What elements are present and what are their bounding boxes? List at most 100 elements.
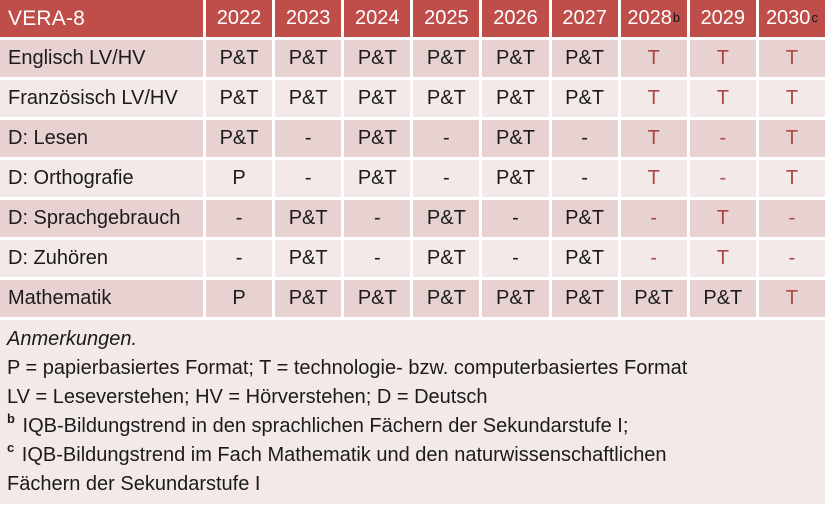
column-year-label: 2030 xyxy=(765,7,811,29)
table-cell: T xyxy=(620,160,687,197)
table-cell: - xyxy=(758,240,825,277)
table-cell: - xyxy=(413,120,480,157)
table-cell: T xyxy=(620,80,687,117)
column-year-label: 2029 xyxy=(700,7,746,29)
column-year-label: 2022 xyxy=(216,7,262,29)
notes-lines: P = papierbasiertes Format; T = technolo… xyxy=(7,354,813,499)
table-cell: T xyxy=(620,40,687,77)
column-header: 2030 c xyxy=(758,0,825,37)
table-cell: P&T xyxy=(551,200,618,237)
table-cell: T xyxy=(689,40,756,77)
table-cell: P&T xyxy=(551,40,618,77)
column-header: 2029 xyxy=(689,0,756,37)
table-cell: - xyxy=(551,160,618,197)
table-cell: - xyxy=(689,160,756,197)
table-title-cell: VERA-8 xyxy=(0,0,203,37)
column-header: 2025 xyxy=(413,0,480,37)
table-cell: - xyxy=(206,240,273,277)
table-cell: P&T xyxy=(275,80,342,117)
table-cell: P&T xyxy=(344,160,411,197)
table-cell: P&T xyxy=(344,80,411,117)
note-line: b IQB-Bildungstrend in den sprachlichen … xyxy=(7,411,629,437)
footnote-marker: c xyxy=(7,440,15,456)
column-header: 2023 xyxy=(275,0,342,37)
table-cell: P&T xyxy=(551,280,618,317)
table-cell: P&T xyxy=(413,40,480,77)
table-cell: P&T xyxy=(413,200,480,237)
table-cell: P xyxy=(206,160,273,197)
table-cell: P&T xyxy=(413,240,480,277)
table-cell: - xyxy=(758,200,825,237)
table-cell: P&T xyxy=(413,280,480,317)
footnote-marker: b xyxy=(7,411,15,427)
table-cell: P&T xyxy=(482,40,549,77)
table-cell: T xyxy=(689,80,756,117)
table-cell: P&T xyxy=(551,240,618,277)
table-cell: P&T xyxy=(482,280,549,317)
table-cell: P&T xyxy=(620,280,687,317)
column-year-label: 2023 xyxy=(285,7,331,29)
table-cell: P&T xyxy=(551,80,618,117)
table-cell: - xyxy=(344,240,411,277)
column-header: 2027 xyxy=(551,0,618,37)
table-cell: - xyxy=(413,160,480,197)
note-line: Fächern der Sekundarstufe I xyxy=(7,473,261,495)
column-year-label: 2027 xyxy=(562,7,607,29)
table-cell: P&T xyxy=(275,280,342,317)
note-line: P = papierbasiertes Format; T = technolo… xyxy=(7,357,688,379)
column-year-label: 2028 xyxy=(627,7,672,29)
table-cell: - xyxy=(275,160,342,197)
table-cell: - xyxy=(551,120,618,157)
table-cell: T xyxy=(758,120,825,157)
table-cell: P&T xyxy=(275,240,342,277)
table-cell: P&T xyxy=(482,160,549,197)
table-cell: P&T xyxy=(689,280,756,317)
row-label: Englisch LV/HV xyxy=(0,40,203,77)
table-cell: P&T xyxy=(344,40,411,77)
table-cell: T xyxy=(758,160,825,197)
table-cell: P&T xyxy=(275,200,342,237)
table-cell: T xyxy=(758,80,825,117)
table-cell: - xyxy=(482,200,549,237)
column-year-label: 2024 xyxy=(355,7,400,29)
row-label: D: Orthografie xyxy=(0,160,203,197)
table-cell: P&T xyxy=(413,80,480,117)
table-cell: P&T xyxy=(206,40,273,77)
column-year-label: 2026 xyxy=(493,7,538,29)
column-header: 2024 xyxy=(344,0,411,37)
table-cell: P&T xyxy=(275,40,342,77)
row-label: Mathematik xyxy=(0,280,203,317)
row-label: D: Zuhören xyxy=(0,240,203,277)
table-cell: P&T xyxy=(344,280,411,317)
table-cell: - xyxy=(620,200,687,237)
column-header: 2026 xyxy=(482,0,549,37)
row-label: D: Sprachgebrauch xyxy=(0,200,203,237)
note-line: c IQB-Bildungstrend im Fach Mathematik u… xyxy=(7,440,667,466)
table-cell: T xyxy=(758,40,825,77)
table-cell: P&T xyxy=(206,80,273,117)
table-cell: - xyxy=(620,240,687,277)
table-cell: - xyxy=(275,120,342,157)
table-cell: T xyxy=(689,240,756,277)
table-cell: P xyxy=(206,280,273,317)
table-cell: - xyxy=(344,200,411,237)
notes-heading: Anmerkungen. xyxy=(7,328,138,350)
row-label: Französisch LV/HV xyxy=(0,80,203,117)
table-cell: T xyxy=(758,280,825,317)
table-cell: P&T xyxy=(344,120,411,157)
table-cell: P&T xyxy=(206,120,273,157)
notes-section: Anmerkungen. P = papierbasiertes Format;… xyxy=(0,317,825,504)
column-header: 2028 b xyxy=(620,0,687,37)
table-cell: P&T xyxy=(482,120,549,157)
table-cell: - xyxy=(206,200,273,237)
table-cell: T xyxy=(620,120,687,157)
column-header: 2022 xyxy=(206,0,273,37)
table-cell: T xyxy=(689,200,756,237)
vera8-schedule-table: VERA-8 2022 2023 2024 2025 2026 2027 2028 b 2029… xyxy=(0,0,825,317)
table-cell: - xyxy=(689,120,756,157)
table-cell: P&T xyxy=(482,80,549,117)
row-label: D: Lesen xyxy=(0,120,203,157)
note-line: LV = Leseverstehen; HV = Hörverstehen; D… xyxy=(7,386,488,408)
column-year-label: 2025 xyxy=(424,7,469,29)
